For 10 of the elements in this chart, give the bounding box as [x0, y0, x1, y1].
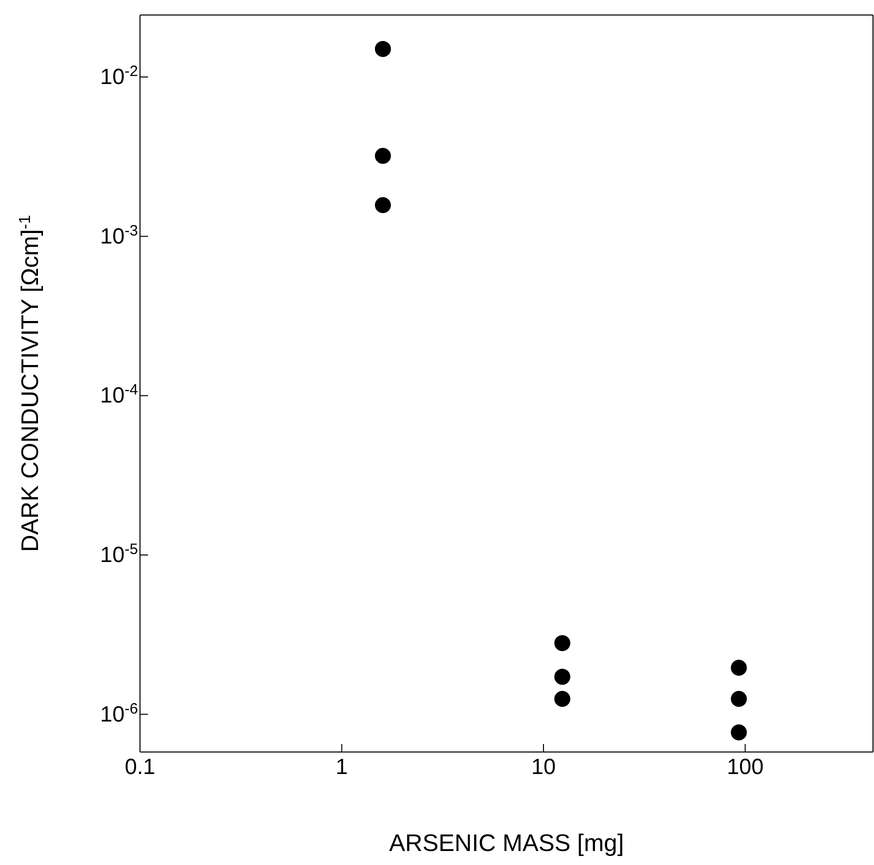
x-tick-label: 0.1: [124, 754, 156, 779]
y-tick-label: 10$^{-4}$: [100, 381, 138, 408]
x-axis-title: ARSENIC MASS [mg]: [389, 830, 624, 857]
y-tick-label: 10$^{-3}$: [100, 222, 138, 248]
x-tick-label: 100: [726, 754, 764, 779]
x-tick-label: 10: [531, 754, 556, 779]
x-tick-label: 1: [336, 754, 348, 779]
y-tick-label: 10$^{-2}$: [100, 62, 138, 90]
y-tick-label: 10$^{-6}$: [100, 700, 138, 726]
y-tick-label: 10$^{-5}$: [100, 540, 138, 567]
